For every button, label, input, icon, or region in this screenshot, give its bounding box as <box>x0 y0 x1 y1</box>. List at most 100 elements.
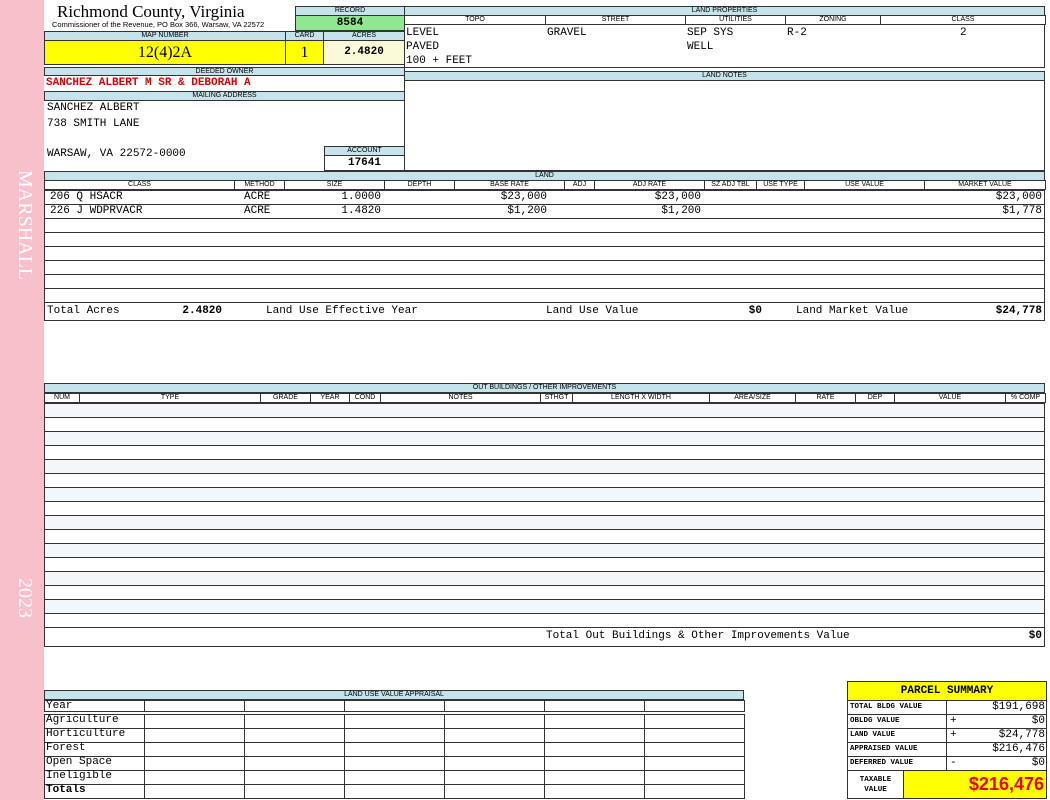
mailing-line: SANCHEZ ALBERT <box>47 102 140 114</box>
land-use-cell <box>444 714 545 729</box>
land-notes-title: LAND NOTES <box>404 71 1045 81</box>
outbuildings-row <box>44 445 1045 460</box>
card-value: 1 <box>285 40 324 65</box>
use-value-label: Land Use Value <box>546 305 639 317</box>
land-use-cell <box>544 700 645 712</box>
outbuildings-row <box>44 515 1045 530</box>
outbuildings-header: TYPE <box>79 393 261 403</box>
land-adj-rate: $23,000 <box>654 191 701 203</box>
summary-sign: - <box>950 757 957 769</box>
land-base-rate: $23,000 <box>500 191 547 203</box>
land-use-row-label: Open Space <box>46 756 113 768</box>
land-use-cell <box>544 756 645 771</box>
summary-label-cell: APPRAISED VALUE <box>847 742 947 757</box>
market-value-total: $24,778 <box>995 305 1042 317</box>
summary-label-cell: TOTAL BLDG VALUE <box>847 700 947 715</box>
land-use-row-label: Agriculture <box>46 714 119 726</box>
land-use-cell <box>544 714 645 729</box>
outbuildings-header: LENGTH X WIDTH <box>572 393 710 403</box>
summary-value: $191,698 <box>992 701 1045 713</box>
land-use-cell <box>344 784 445 799</box>
land-use-cell <box>544 770 645 785</box>
land-header: CLASS <box>44 180 235 190</box>
outbuildings-header: AREA/SIZE <box>709 393 796 403</box>
summary-label-cell: OBLDG VALUE <box>847 714 947 729</box>
outbuildings-header: NUM <box>44 393 80 403</box>
outbuildings-header: GRADE <box>260 393 311 403</box>
outbuildings-row <box>44 487 1045 502</box>
outbuildings-row <box>44 431 1045 446</box>
land-header: USE VALUE <box>804 180 925 190</box>
outbuildings-header: VALUE <box>894 393 1006 403</box>
land-properties-header: ZONING <box>785 15 881 25</box>
land-use-row-label: Horticulture <box>46 728 126 740</box>
land-method: ACRE <box>244 205 271 217</box>
summary-value: $0 <box>1031 757 1045 769</box>
land-use-row-label: Year <box>46 700 73 712</box>
land-class: 226 J WDPRVACR <box>50 205 143 217</box>
land-use-cell <box>644 756 745 771</box>
land-use-cell <box>644 714 745 729</box>
land-row <box>44 288 1045 303</box>
outbuildings-title: OUT BUILDINGS / OTHER IMPROVEMENTS <box>44 383 1045 393</box>
land-properties-header: STREET <box>545 15 686 25</box>
sidebar-year: 2023 <box>14 578 36 618</box>
land-property-value: PAVED <box>406 41 440 53</box>
summary-value: $0 <box>1031 715 1045 727</box>
land-header: MARKET VALUE <box>924 180 1046 190</box>
total-acres: 2.4820 <box>182 305 222 317</box>
outbuildings-row <box>44 585 1045 600</box>
land-class: 206 Q HSACR <box>50 191 123 203</box>
summary-sign: + <box>950 729 957 741</box>
land-row <box>44 232 1045 247</box>
outbuildings-header: % COMP <box>1005 393 1046 403</box>
land-row <box>44 218 1045 233</box>
outbuildings-total-label: Total Out Buildings & Other Improvements… <box>546 630 850 642</box>
outbuildings-header: YEAR <box>310 393 350 403</box>
land-property-value: 100 + FEET <box>406 55 473 67</box>
land-row <box>44 246 1045 261</box>
summary-label-cell: LAND VALUE <box>847 728 947 743</box>
outbuildings-row <box>44 459 1045 474</box>
outbuildings-header: DEP <box>855 393 895 403</box>
land-header: ADJ RATE <box>594 180 705 190</box>
acres-value: 2.4820 <box>323 40 405 65</box>
land-use-cell <box>444 742 545 757</box>
land-size: 1.0000 <box>341 191 381 203</box>
land-use-cell <box>544 784 645 799</box>
map-value: 12(4)2A <box>44 40 286 65</box>
land-use-cell <box>244 714 345 729</box>
land-row <box>44 260 1045 275</box>
land-use-cell <box>644 728 745 743</box>
land-use-cell <box>444 756 545 771</box>
summary-value: $24,778 <box>998 729 1045 741</box>
outbuildings-row <box>44 529 1045 544</box>
total-acres-label: Total Acres <box>47 305 120 317</box>
taxable-value: $216,476 <box>903 770 1047 799</box>
outbuildings-header: RATE <box>795 393 856 403</box>
mailing-line: 738 SMITH LANE <box>47 118 140 130</box>
outbuildings-header: STHGT <box>540 393 573 403</box>
summary-sign: + <box>950 715 957 727</box>
land-use-cell <box>444 784 545 799</box>
land-use-cell <box>344 756 445 771</box>
effective-year-label: Land Use Effective Year <box>266 305 418 317</box>
land-header: ADJ <box>564 180 595 190</box>
land-property-value: 2 <box>960 27 967 39</box>
land-header: DEPTH <box>384 180 455 190</box>
parcel-summary-title: PARCEL SUMMARY <box>847 681 1047 701</box>
land-use-cell <box>644 770 745 785</box>
land-properties-header: TOPO <box>404 15 546 25</box>
land-base-rate: $1,200 <box>507 205 547 217</box>
land-size: 1.4820 <box>341 205 381 217</box>
land-use-cell <box>444 770 545 785</box>
mailing-label: MAILING ADDRESS <box>44 91 405 101</box>
land-use-row-label: Ineligible <box>46 770 113 782</box>
land-row <box>44 274 1045 289</box>
summary-label-cell: DEFERRED VALUE <box>847 756 947 771</box>
land-use-cell <box>344 728 445 743</box>
summary-value: $216,476 <box>992 743 1045 755</box>
land-use-cell <box>244 756 345 771</box>
land-use-cell <box>644 784 745 799</box>
